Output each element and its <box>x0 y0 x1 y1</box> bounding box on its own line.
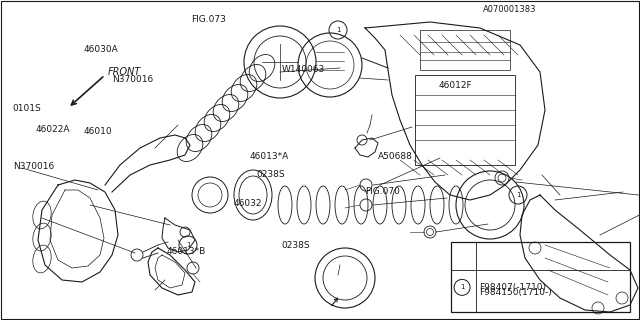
Text: F98407(-1710): F98407(-1710) <box>479 283 547 292</box>
Text: 0238S: 0238S <box>256 170 285 179</box>
Text: A50688: A50688 <box>378 152 412 161</box>
Text: FIG.070: FIG.070 <box>365 187 399 196</box>
Text: 1: 1 <box>460 284 465 290</box>
Text: 46022A: 46022A <box>35 125 70 134</box>
Text: N370016: N370016 <box>13 162 54 171</box>
Text: 46013*B: 46013*B <box>166 247 205 256</box>
Text: 1: 1 <box>336 27 340 33</box>
Text: 46012F: 46012F <box>438 81 472 90</box>
Text: FRONT: FRONT <box>108 67 141 77</box>
Text: N370016: N370016 <box>112 75 153 84</box>
Text: A070001383: A070001383 <box>483 5 537 14</box>
Text: 46013*A: 46013*A <box>250 152 289 161</box>
Text: 0101S: 0101S <box>13 104 42 113</box>
Bar <box>420 30 510 70</box>
Bar <box>451 242 630 312</box>
Text: 46030A: 46030A <box>83 45 118 54</box>
Text: 0238S: 0238S <box>282 241 310 250</box>
Text: 46010: 46010 <box>83 127 112 136</box>
Text: FIG.073: FIG.073 <box>191 15 225 24</box>
Text: F984150(1710-): F984150(1710-) <box>479 288 552 297</box>
Bar <box>415 75 515 165</box>
Text: 1: 1 <box>186 242 190 248</box>
Text: W140063: W140063 <box>282 65 325 74</box>
Text: 1: 1 <box>516 192 520 198</box>
Text: 46032: 46032 <box>234 199 262 208</box>
